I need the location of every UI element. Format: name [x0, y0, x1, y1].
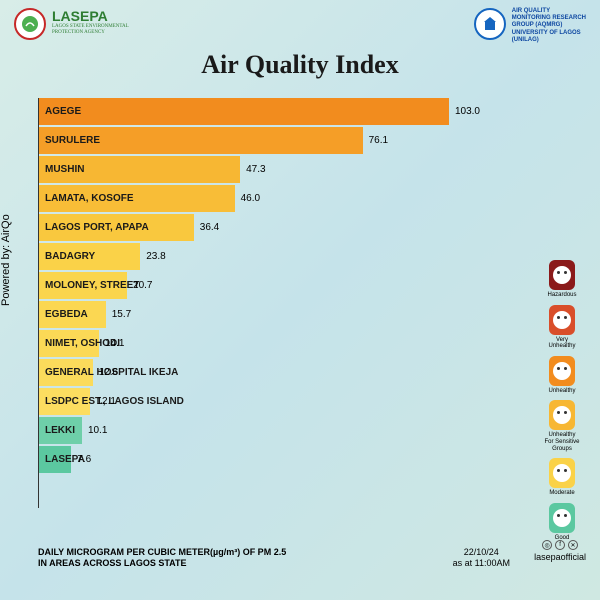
bar: AGEGE — [39, 98, 449, 125]
x-icon: ✕ — [568, 540, 578, 550]
legend-item: Unhealthy — [534, 356, 590, 395]
bar: MUSHIN — [39, 156, 240, 183]
bar-row: LSDPC EST., LAGOS ISLAND 12.1 — [39, 388, 480, 415]
logo-unilag: AIR QUALITY MONITORING RESEARCH GROUP (A… — [474, 8, 586, 44]
facebook-icon: f — [555, 540, 565, 550]
bar: LEKKI — [39, 417, 82, 444]
bar-value: 15.7 — [112, 309, 131, 320]
legend-label: Unhealthy — [548, 388, 575, 395]
bar-value: 10.1 — [88, 425, 107, 436]
bar-value: 7.6 — [77, 454, 91, 465]
bar-value: 103.0 — [455, 106, 480, 117]
handle-text: lasepaofficial — [534, 552, 586, 562]
legend: Hazardous Very Unhealthy Unhealthy Unhealth… — [534, 260, 590, 547]
bar-value: 12.6 — [99, 367, 118, 378]
legend-label: Hazardous — [547, 292, 576, 299]
legend-item: Moderate — [534, 458, 590, 497]
bar-row: EGBEDA 15.7 — [39, 301, 480, 328]
bar-row: MUSHIN 47.3 — [39, 156, 480, 183]
bar-row: BADAGRY 23.8 — [39, 243, 480, 270]
legend-item: Hazardous — [534, 260, 590, 299]
unilag-seal-icon — [474, 8, 506, 40]
bar-row: GENERAL HOSPITAL IKEJA 12.6 — [39, 359, 480, 386]
legend-label: Moderate — [549, 490, 574, 497]
bar: MOLONEY, STREET — [39, 272, 127, 299]
bar: LASEPA — [39, 446, 71, 473]
lasepa-title: LASEPA — [52, 8, 129, 24]
bar: SURULERE — [39, 127, 363, 154]
page-title: Air Quality Index — [0, 50, 600, 80]
bar-value: 46.0 — [241, 193, 260, 204]
footer-description: DAILY MICROGRAM PER CUBIC METER(µg/m³) O… — [38, 547, 286, 570]
bar-value: 76.1 — [369, 135, 388, 146]
legend-face-icon — [549, 458, 575, 488]
powered-by: Powered by: AirQo — [0, 214, 12, 306]
footer-line1: DAILY MICROGRAM PER CUBIC METER(µg/m³) O… — [38, 547, 286, 559]
bar-row: LEKKI 10.1 — [39, 417, 480, 444]
legend-face-icon — [549, 503, 575, 533]
bar: LAGOS PORT, APAPA — [39, 214, 194, 241]
unilag-lines: AIR QUALITY MONITORING RESEARCH GROUP (A… — [512, 8, 586, 44]
legend-face-icon — [549, 400, 575, 430]
bar: LSDPC EST., LAGOS ISLAND — [39, 388, 90, 415]
legend-face-icon — [549, 260, 575, 290]
lasepa-subtitle: LAGOS STATE ENVIRONMENTAL PROTECTION AGE… — [52, 24, 129, 35]
footer-line2: IN AREAS ACROSS LAGOS STATE — [38, 558, 286, 570]
legend-item: Very Unhealthy — [534, 305, 590, 350]
legend-face-icon — [549, 305, 575, 335]
bar-row: AGEGE 103.0 — [39, 98, 480, 125]
legend-label: Very Unhealthy — [548, 337, 575, 350]
footer-time: as at 11:00AM — [453, 558, 510, 570]
bar-row: NIMET, OSHODI 14.1 — [39, 330, 480, 357]
bar: NIMET, OSHODI — [39, 330, 99, 357]
bar-value: 23.8 — [146, 251, 165, 262]
instagram-icon: ◎ — [542, 540, 552, 550]
legend-item: Good — [534, 503, 590, 542]
bar-row: LASEPA 7.6 — [39, 446, 480, 473]
bar-row: LAGOS PORT, APAPA 36.4 — [39, 214, 480, 241]
header: LASEPA LAGOS STATE ENVIRONMENTAL PROTECT… — [0, 0, 600, 44]
bar-chart: AGEGE 103.0 SURULERE 76.1 MUSHIN 47.3 LAMATA, … — [38, 98, 480, 508]
legend-label: Unhealthy For Sensitive Groups — [544, 432, 579, 452]
legend-item: Unhealthy For Sensitive Groups — [534, 400, 590, 452]
logo-lasepa: LASEPA LAGOS STATE ENVIRONMENTAL PROTECT… — [14, 8, 129, 44]
bar-row: LAMATA, KOSOFE 46.0 — [39, 185, 480, 212]
bar: LAMATA, KOSOFE — [39, 185, 235, 212]
bar-value: 12.1 — [96, 396, 115, 407]
lasepa-seal-icon — [14, 8, 46, 40]
bar: GENERAL HOSPITAL IKEJA — [39, 359, 93, 386]
bar: BADAGRY — [39, 243, 140, 270]
bar-row: MOLONEY, STREET 20.7 — [39, 272, 480, 299]
bar-value: 36.4 — [200, 222, 219, 233]
bar-row: SURULERE 76.1 — [39, 127, 480, 154]
social-handle: ◎ f ✕ lasepaofficial — [534, 540, 586, 562]
legend-face-icon — [549, 356, 575, 386]
footer-date: 22/10/24 — [453, 547, 510, 559]
footer-datetime: 22/10/24 as at 11:00AM — [453, 547, 510, 570]
bar-value: 14.1 — [105, 338, 124, 349]
bar-value: 47.3 — [246, 164, 265, 175]
bar-value: 20.7 — [133, 280, 152, 291]
bar: EGBEDA — [39, 301, 106, 328]
